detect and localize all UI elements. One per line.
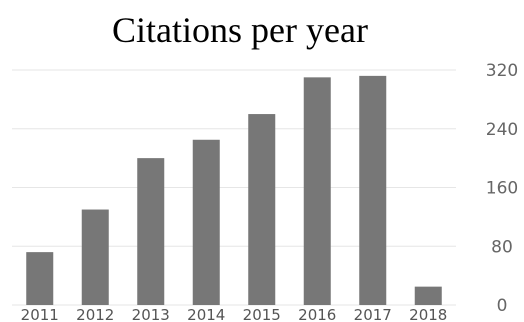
bar-2013 xyxy=(137,158,165,305)
x-tick-label: 2017 xyxy=(354,306,392,322)
bar-2012 xyxy=(81,209,109,305)
chart-title: Citations per year xyxy=(112,10,368,50)
y-tick-label: 160 xyxy=(486,179,518,199)
x-tick-label: 2014 xyxy=(187,306,225,322)
y-tick-label: 0 xyxy=(497,296,508,316)
bar-2011 xyxy=(26,252,54,305)
x-axis-ticks: 2011 2012 2013 2014 2015 2016 2017 2018 xyxy=(21,306,448,322)
y-tick-label: 320 xyxy=(486,61,518,81)
x-tick-label: 2015 xyxy=(243,306,281,322)
bar-2018 xyxy=(414,286,442,305)
x-tick-label: 2016 xyxy=(298,306,336,322)
bar-2014 xyxy=(192,139,220,305)
bar-2017 xyxy=(359,75,387,305)
x-tick-label: 2013 xyxy=(132,306,170,322)
bars xyxy=(26,75,442,305)
gridlines xyxy=(12,69,456,306)
bar-2016 xyxy=(303,77,331,305)
y-tick-label: 80 xyxy=(491,237,513,257)
y-tick-label: 240 xyxy=(486,120,518,140)
y-axis-ticks: 320 240 160 80 0 xyxy=(486,61,518,316)
x-tick-label: 2012 xyxy=(76,306,114,322)
x-tick-label: 2018 xyxy=(409,306,447,322)
x-tick-label: 2011 xyxy=(21,306,59,322)
bar-2015 xyxy=(248,114,276,305)
